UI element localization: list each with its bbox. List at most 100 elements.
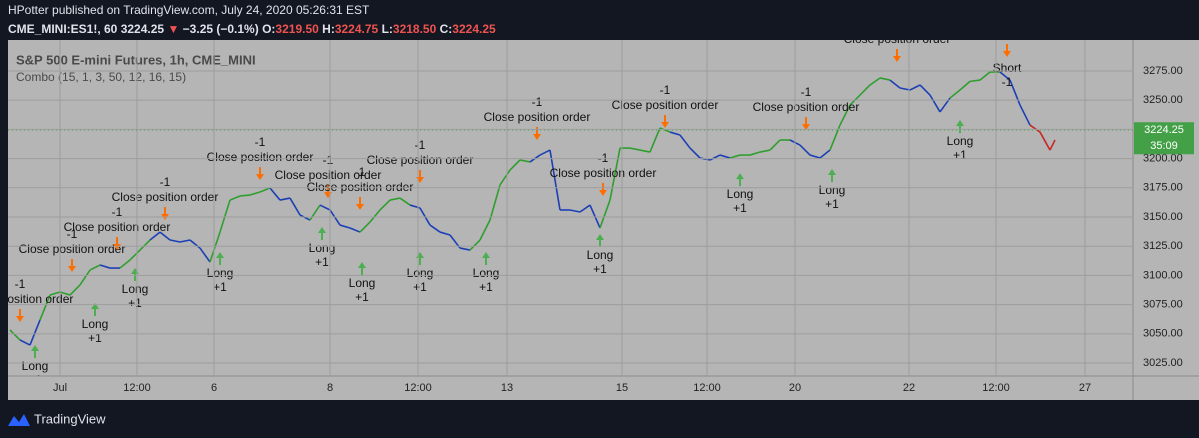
indicator-name: Combo (15, 1, 3, 50, 12, 16, 15) [16,70,186,84]
price-segment [689,147,701,159]
signal-qty: -1 [355,165,366,179]
high: 3224.75 [335,22,379,36]
price-segment [539,149,551,156]
signal-label: Long [473,266,500,280]
price-segment [899,87,911,91]
signal-label: Close position order [275,168,382,182]
exit-arrow [661,114,669,128]
price-segment [329,209,341,226]
signal-qty: -1 [67,227,78,241]
signal-qty: +1 [88,331,102,345]
x-tick-label: 22 [903,382,915,394]
signal-label: Long [207,266,234,280]
price-segment [179,239,191,243]
signal-qty: +1 [733,201,747,215]
price-segment [729,154,741,159]
signal-label: Close position order [550,166,657,180]
price-segment [869,77,881,86]
signal-qty: -1 [112,205,123,219]
price-segment [889,79,901,89]
price-segment [89,264,101,271]
price-segment [859,84,871,96]
price-segment [269,187,281,201]
price-segment [359,221,371,233]
exit-arrow [802,117,810,131]
x-tick-label: 13 [501,382,513,394]
price-segment [59,291,71,296]
signal-qty: +1 [315,255,329,269]
signal-qty: -1 [660,83,671,97]
plot: Long+1Long+1Long+1Long+1Long+1Long+1Long… [8,40,1056,387]
y-tick-label: 3075.00 [1143,299,1183,311]
price-segment [819,149,831,159]
signal-label: Close position order [207,150,314,164]
price-segment [809,154,821,159]
price-segment [169,239,181,243]
exit-arrow [599,182,607,196]
y-tick-label: 3200.00 [1143,152,1183,164]
price-segment [129,249,141,261]
price-segment [999,71,1011,81]
price-segment [279,197,291,201]
price-segment [709,154,721,161]
long-arrow [216,252,224,266]
signal-qty: +1 [28,373,42,387]
price-segment [719,154,731,159]
price-segment [79,269,91,286]
price-segment [1019,104,1031,126]
exit-arrow [256,167,264,181]
price-segment [189,239,201,249]
signal-label: Long [727,187,754,201]
signal-label: Close position order [64,220,171,234]
price-segment [969,79,981,83]
x-tick-label: 12:00 [982,382,1010,394]
price-segment [299,214,311,221]
signal-qty: +1 [128,296,142,310]
price-segment [879,77,891,81]
signal-qty: -1 [532,95,543,109]
price-segment [1049,139,1056,151]
price-segment [29,319,41,346]
brand[interactable]: TradingView [34,411,106,426]
price-segment [599,199,611,229]
change: −3.25 (−0.1%) [183,22,259,36]
price-segment [319,204,331,211]
long-arrow [596,234,604,248]
price-segment [199,247,211,263]
signal-label: Short [993,61,1022,75]
last-price-label: 3224.25 [1144,124,1184,136]
exit-arrow [356,196,364,210]
long-arrow [482,252,490,266]
price-segment [469,239,481,251]
price-segment [759,149,771,153]
y-tick-label: 3025.00 [1143,357,1183,369]
price-segment [49,291,61,296]
long-arrow [828,168,836,182]
signal-qty: +1 [479,280,493,294]
price-segment [489,184,501,221]
open: 3219.50 [275,22,319,36]
price-segment [399,197,411,206]
l-label: L: [382,22,393,36]
price-segment [229,195,241,201]
price-segment [39,294,51,321]
price-segment [159,231,171,241]
logo [8,414,30,426]
y-tick-label: 3050.00 [1143,328,1183,340]
signal-label: Long [587,248,614,262]
chart-title: S&P 500 E-mini Futures, 1h, CME_MINI [16,52,256,67]
price-segment [369,209,381,223]
signal-label: Close position order [307,180,414,194]
price-segment [649,127,661,153]
price-segment [959,80,971,91]
price-segment [799,144,811,156]
price-segment [1009,79,1021,106]
price-segment [509,159,521,171]
change-arrow: ▼ [167,22,179,36]
exit-arrow [16,309,24,323]
price-segment [609,147,621,201]
price-segment [499,169,511,186]
price-segment [669,131,681,136]
y-tick-label: 3150.00 [1143,211,1183,223]
price-segment [219,199,231,233]
